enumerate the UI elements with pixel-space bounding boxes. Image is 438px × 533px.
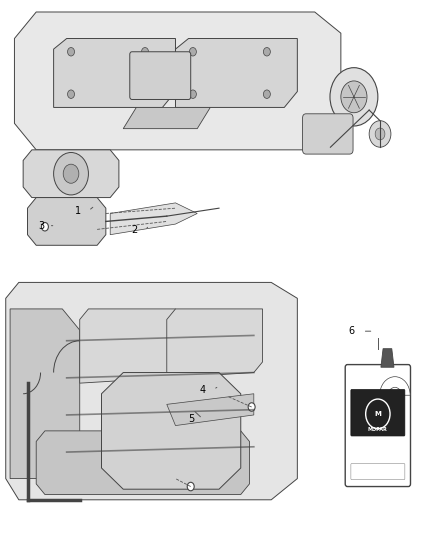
Circle shape: [189, 47, 196, 56]
Text: 4: 4: [199, 384, 205, 394]
Polygon shape: [53, 38, 176, 108]
Circle shape: [369, 120, 391, 147]
Circle shape: [67, 47, 74, 56]
Circle shape: [63, 164, 79, 183]
FancyBboxPatch shape: [130, 52, 191, 100]
Polygon shape: [167, 394, 254, 425]
Text: 5: 5: [188, 414, 195, 424]
Polygon shape: [80, 309, 176, 383]
Polygon shape: [6, 282, 297, 500]
Polygon shape: [14, 330, 53, 341]
Circle shape: [53, 152, 88, 195]
Circle shape: [375, 128, 385, 140]
Circle shape: [187, 482, 194, 491]
Polygon shape: [381, 349, 394, 367]
FancyBboxPatch shape: [345, 365, 410, 487]
Polygon shape: [102, 373, 241, 489]
Polygon shape: [36, 431, 250, 495]
Circle shape: [141, 90, 148, 99]
Polygon shape: [23, 150, 119, 198]
Polygon shape: [14, 12, 341, 150]
Polygon shape: [123, 108, 210, 128]
Text: 3: 3: [39, 221, 45, 231]
Polygon shape: [14, 351, 53, 362]
Text: 6: 6: [349, 326, 355, 336]
Polygon shape: [28, 198, 106, 245]
Circle shape: [366, 399, 390, 429]
Circle shape: [248, 403, 255, 411]
Polygon shape: [10, 309, 80, 479]
FancyBboxPatch shape: [303, 114, 353, 154]
Polygon shape: [176, 38, 297, 108]
Text: MOPAR: MOPAR: [368, 426, 388, 432]
Circle shape: [263, 90, 270, 99]
Wedge shape: [380, 377, 410, 395]
Circle shape: [189, 90, 196, 99]
FancyBboxPatch shape: [351, 390, 405, 436]
Polygon shape: [167, 309, 262, 378]
Circle shape: [314, 122, 333, 146]
Circle shape: [341, 81, 367, 113]
Text: 1: 1: [74, 206, 81, 216]
Polygon shape: [14, 373, 53, 383]
Circle shape: [141, 47, 148, 56]
Text: M: M: [374, 411, 381, 417]
Circle shape: [42, 222, 48, 231]
FancyBboxPatch shape: [351, 464, 405, 480]
Polygon shape: [110, 203, 197, 235]
Text: 2: 2: [131, 225, 137, 236]
Circle shape: [67, 90, 74, 99]
Circle shape: [263, 47, 270, 56]
Polygon shape: [14, 309, 53, 319]
Circle shape: [330, 68, 378, 126]
Circle shape: [319, 128, 328, 139]
